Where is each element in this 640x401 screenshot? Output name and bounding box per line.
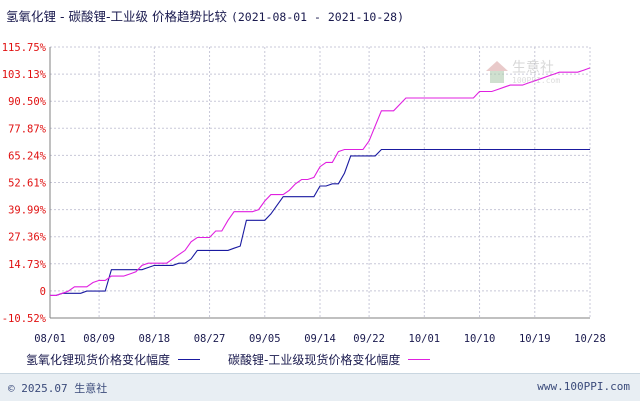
y-tick-label: 90.50% [8,96,47,108]
x-tick-label: 08/01 [34,333,66,345]
x-tick-label: 08/18 [139,333,171,345]
date-range: (2021-08-01 - 2021-10-28) [230,10,405,24]
y-tick-label: 65.24% [8,150,47,162]
legend-label: 氢氧化锂现货价格变化幅度 [26,353,171,367]
series-line-2 [50,67,591,296]
y-tick-label: -10.52% [2,313,47,325]
y-tick-label: 14.73% [8,259,47,271]
y-tick-label: 115.75% [2,42,47,54]
legend-item-lithium-hydroxide: 氢氧化锂现货价格变化幅度 [26,351,201,368]
y-tick-label: 52.61% [8,178,47,190]
chart-legend: 氢氧化锂现货价格变化幅度 碳酸锂-工业级现货价格变化幅度 [26,351,458,368]
x-tick-label: 10/01 [409,333,441,345]
x-tick-label: 08/09 [83,333,115,345]
y-tick-label: 103.13% [2,69,47,81]
legend-label: 碳酸锂-工业级现货价格变化幅度 [228,353,401,367]
legend-swatch [408,359,431,360]
x-tick-label: 08/27 [194,333,226,345]
legend-item-lithium-carbonate: 碳酸锂-工业级现货价格变化幅度 [228,351,431,368]
svg-text:100PPI.com: 100PPI.com [512,76,560,85]
x-tick-label: 10/19 [519,333,551,345]
x-tick-label: 10/28 [574,333,606,345]
legend-swatch [178,359,201,360]
x-tick-label: 09/05 [249,333,281,345]
x-tick-label: 09/14 [304,333,336,345]
footer-bar: © 2025.07 生意社 www.100PPI.com [0,373,640,401]
site-link[interactable]: www.100PPI.com [537,380,630,393]
y-tick-label: 27.36% [8,232,47,244]
x-tick-label: 09/22 [353,333,385,345]
copyright-text: © 2025.07 生意社 [8,382,108,395]
series-line-1 [50,148,590,296]
watermark-logo: 生意社 100PPI.com [482,53,572,87]
y-tick-label: 77.87% [8,123,47,135]
svg-text:生意社: 生意社 [512,59,554,76]
y-tick-label: 0 [40,286,46,298]
title-text: 氢氧化锂 - 碳酸锂-工业级 价格趋势比较 [6,9,227,24]
x-tick-label: 10/10 [464,333,496,345]
y-tick-label: 39.99% [8,205,47,217]
line-chart: 115.75% 103.13% 90.50% 77.87% 65.24% 52.61% 39… [2,42,606,345]
chart-title: 氢氧化锂 - 碳酸锂-工业级 价格趋势比较 (2021-08-01 - 2021… [6,6,404,25]
